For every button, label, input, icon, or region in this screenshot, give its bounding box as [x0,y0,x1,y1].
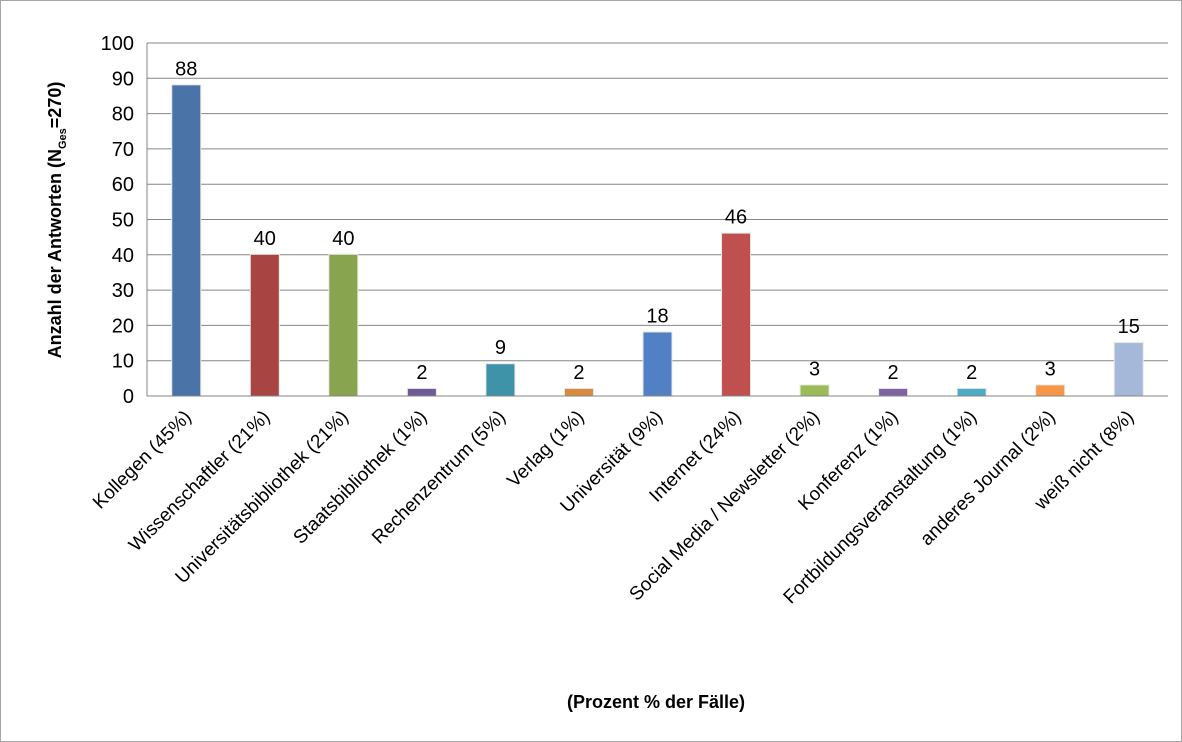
bar [879,389,907,396]
y-tick-label: 10 [112,351,134,373]
data-label: 2 [966,362,977,384]
data-label: 15 [1118,316,1140,338]
y-tick-label: 40 [112,245,134,267]
y-axis-label: Anzahl der Antworten (NGes=270) [45,82,69,359]
y-tick-label: 20 [112,315,134,337]
bar [1115,343,1143,396]
bar [644,332,672,396]
y-tick-label: 50 [112,210,134,232]
data-label: 9 [495,337,506,359]
y-tick-label: 80 [112,104,134,126]
x-tick-label: Rechenzentrum (5%) [368,407,510,549]
data-label: 40 [254,228,276,250]
x-tick-label: anderes Journal (2%) [916,407,1059,550]
data-label: 2 [573,362,584,384]
x-tick-label: Wissenschaftler (21%) [125,407,274,556]
bar [958,389,986,396]
y-axis-label-prefix: Anzahl der Antworten (N [45,149,65,358]
data-label: 88 [175,58,197,80]
y-tick-label: 90 [112,68,134,90]
data-label: 40 [332,228,354,250]
data-label: 2 [888,362,899,384]
data-label: 18 [646,305,668,327]
y-axis-label-suffix: =270) [45,82,65,129]
bar [565,389,593,396]
x-tick-label: Staatsbibliothek (1%) [290,407,432,549]
x-axis-label: (Prozent % der Fälle) [567,692,745,712]
bar [1036,385,1064,396]
bar [408,389,436,396]
bar [722,234,750,396]
data-label: 3 [809,358,820,380]
y-tick-label: 70 [112,139,134,161]
data-label: 3 [1045,358,1056,380]
y-tick-label: 100 [101,33,134,55]
bar [172,85,200,396]
bar [329,255,357,396]
y-tick-label: 60 [112,174,134,196]
y-tick-label: 0 [123,386,134,408]
data-label: 2 [416,362,427,384]
y-tick-label: 30 [112,280,134,302]
bar [801,385,829,396]
bar [486,364,514,396]
data-label: 46 [725,207,747,229]
x-tick-label: Verlag (1%) [503,407,588,492]
bar [251,255,279,396]
y-axis-label-subscript: Ges [57,128,69,149]
